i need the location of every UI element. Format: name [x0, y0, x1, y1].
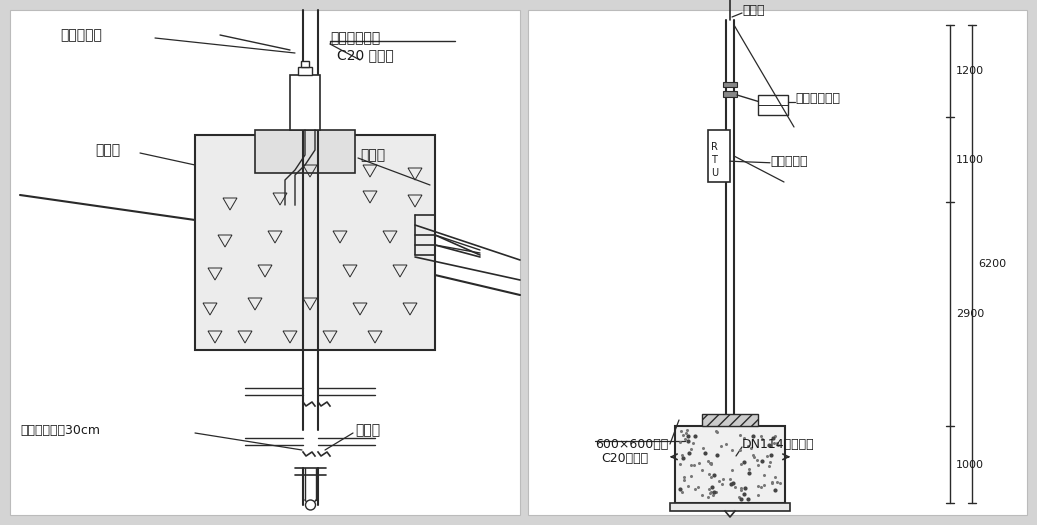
- Text: 2900: 2900: [956, 309, 984, 319]
- Bar: [723, 82, 737, 87]
- Bar: [708, 130, 730, 182]
- Text: 600×600方台: 600×600方台: [595, 437, 668, 450]
- Text: DN114镀锌钢管: DN114镀锌钢管: [742, 437, 815, 450]
- Bar: [10, 10, 520, 515]
- Text: 遥测终端机: 遥测终端机: [770, 155, 808, 167]
- Bar: [723, 91, 737, 97]
- Bar: [298, 67, 312, 75]
- Text: 1100: 1100: [956, 155, 984, 165]
- Text: 管口保护装置: 管口保护装置: [330, 31, 381, 45]
- Text: R: R: [711, 142, 718, 152]
- Text: T: T: [711, 155, 717, 165]
- Text: 避雷针: 避雷针: [742, 4, 764, 16]
- Text: 渗压计: 渗压计: [355, 423, 381, 437]
- Bar: [702, 414, 758, 426]
- Text: C20 混凝土: C20 混凝土: [337, 48, 394, 62]
- Text: C20混凝土: C20混凝土: [601, 453, 648, 466]
- Text: 排水管: 排水管: [360, 148, 385, 162]
- Text: 太阳能电池板: 太阳能电池板: [795, 92, 840, 106]
- Bar: [290, 75, 320, 130]
- Bar: [670, 503, 790, 511]
- Circle shape: [306, 500, 315, 510]
- Text: 1000: 1000: [956, 460, 984, 470]
- Bar: [675, 426, 785, 503]
- Text: 6200: 6200: [978, 259, 1006, 269]
- Text: 渗压计离管底30cm: 渗压计离管底30cm: [20, 424, 100, 436]
- Text: 1200: 1200: [956, 66, 984, 76]
- Bar: [301, 61, 309, 67]
- Bar: [528, 10, 1027, 515]
- Text: 堤面线: 堤面线: [95, 143, 120, 157]
- Bar: [758, 95, 788, 115]
- Bar: [195, 135, 435, 350]
- Text: 数据采集仪: 数据采集仪: [60, 28, 102, 42]
- Bar: [255, 130, 355, 173]
- Text: U: U: [711, 168, 719, 178]
